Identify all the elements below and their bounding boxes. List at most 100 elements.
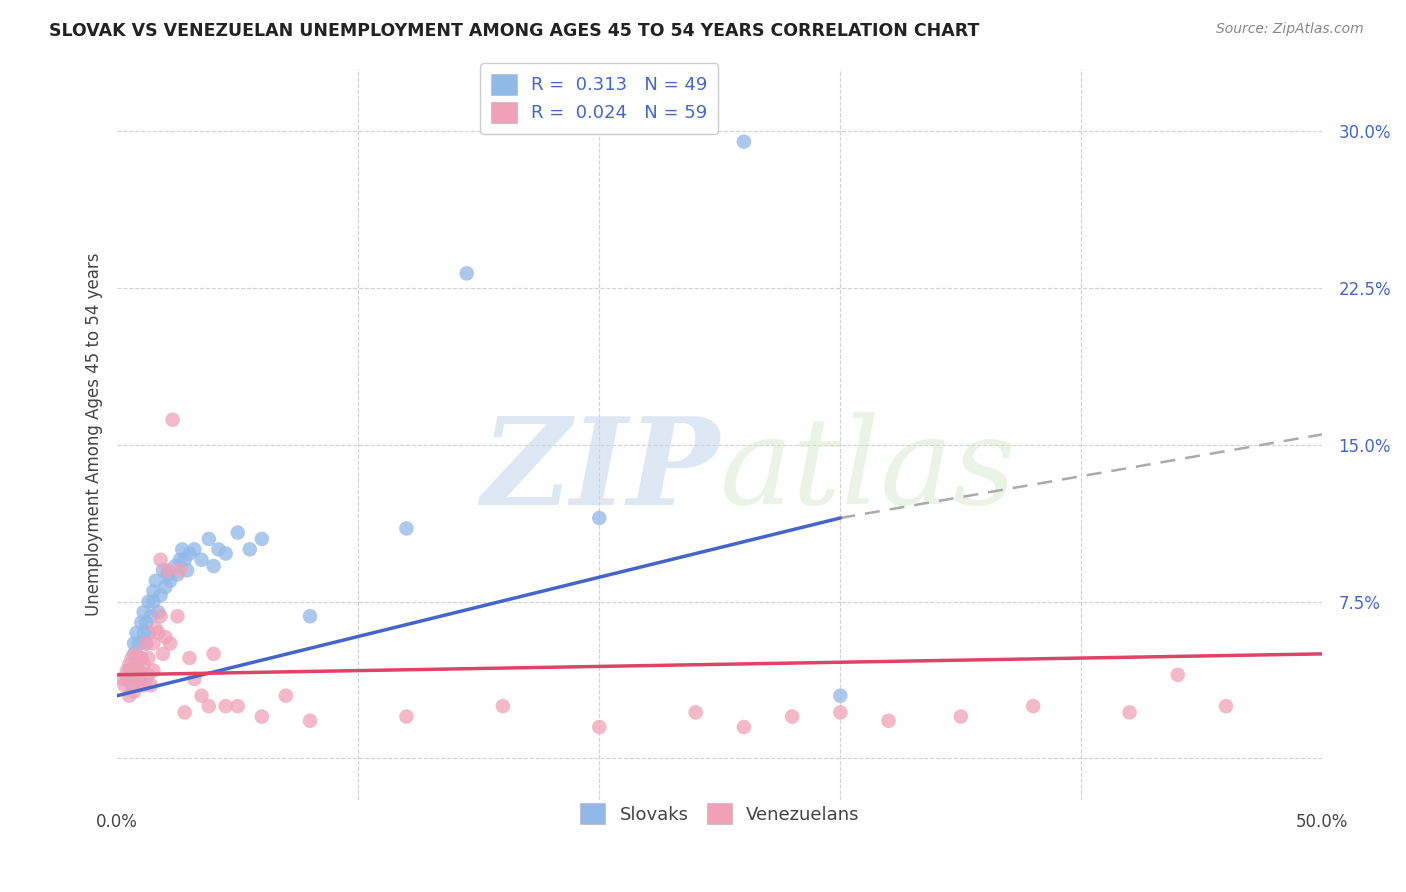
Point [149, 553, 172, 567]
Point [1167, 667, 1189, 681]
Point [129, 651, 152, 665]
Point [159, 636, 181, 650]
Point [197, 699, 219, 714]
Text: Source: ZipAtlas.com: Source: ZipAtlas.com [1216, 22, 1364, 37]
Point [395, 709, 418, 723]
Point [129, 651, 152, 665]
Point [162, 413, 184, 427]
Point [128, 664, 150, 678]
Point [132, 605, 155, 619]
Point [128, 678, 150, 692]
Point [190, 553, 212, 567]
Point [830, 689, 852, 703]
Point [949, 709, 972, 723]
Point [122, 636, 145, 650]
Point [138, 667, 160, 681]
Point [122, 664, 145, 678]
Point [142, 664, 165, 678]
Point [274, 689, 297, 703]
Point [125, 626, 148, 640]
Point [139, 609, 162, 624]
Point [685, 706, 707, 720]
Point [250, 709, 273, 723]
Point [214, 699, 236, 714]
Point [176, 563, 198, 577]
Point [125, 657, 148, 672]
Point [492, 699, 515, 714]
Point [156, 563, 179, 577]
Point [166, 567, 188, 582]
Point [146, 626, 169, 640]
Point [142, 594, 165, 608]
Point [132, 657, 155, 672]
Point [139, 678, 162, 692]
Point [135, 672, 157, 686]
Point [132, 626, 155, 640]
Point [202, 647, 225, 661]
Point [588, 720, 610, 734]
Point [118, 689, 141, 703]
Point [395, 521, 418, 535]
Point [152, 563, 174, 577]
Point [155, 580, 177, 594]
Legend: Slovaks, Venezuelans: Slovaks, Venezuelans [569, 793, 870, 835]
Point [1215, 699, 1237, 714]
Point [122, 647, 145, 661]
Point [142, 584, 165, 599]
Point [145, 574, 167, 588]
Point [135, 636, 157, 650]
Point [132, 678, 155, 692]
Point [128, 667, 150, 681]
Point [226, 699, 249, 714]
Text: atlas: atlas [720, 412, 1017, 530]
Point [1118, 706, 1140, 720]
Point [299, 714, 322, 728]
Point [121, 672, 143, 686]
Point [202, 559, 225, 574]
Point [118, 657, 141, 672]
Point [166, 609, 188, 624]
Point [145, 622, 167, 636]
Point [830, 706, 852, 720]
Point [155, 630, 177, 644]
Point [780, 709, 803, 723]
Point [156, 567, 179, 582]
Point [214, 547, 236, 561]
Text: ZIP: ZIP [481, 412, 720, 530]
Point [138, 626, 160, 640]
Point [207, 542, 229, 557]
Point [299, 609, 322, 624]
Point [159, 574, 181, 588]
Point [588, 511, 610, 525]
Point [146, 605, 169, 619]
Point [129, 615, 152, 630]
Point [142, 636, 165, 650]
Point [118, 664, 141, 678]
Point [129, 667, 152, 681]
Point [169, 553, 191, 567]
Point [138, 594, 160, 608]
Y-axis label: Unemployment Among Ages 45 to 54 years: Unemployment Among Ages 45 to 54 years [86, 252, 103, 616]
Point [733, 720, 755, 734]
Point [121, 651, 143, 665]
Point [125, 672, 148, 686]
Point [179, 651, 201, 665]
Point [239, 542, 262, 557]
Point [190, 689, 212, 703]
Point [138, 651, 160, 665]
Point [172, 542, 194, 557]
Point [112, 678, 135, 692]
Point [197, 532, 219, 546]
Point [115, 664, 138, 678]
Point [122, 684, 145, 698]
Point [226, 525, 249, 540]
Point [149, 609, 172, 624]
Point [173, 706, 195, 720]
Point [135, 615, 157, 630]
Point [163, 559, 186, 574]
Point [250, 532, 273, 546]
Point [111, 672, 134, 686]
Point [125, 647, 148, 661]
Point [183, 542, 205, 557]
Point [135, 636, 157, 650]
